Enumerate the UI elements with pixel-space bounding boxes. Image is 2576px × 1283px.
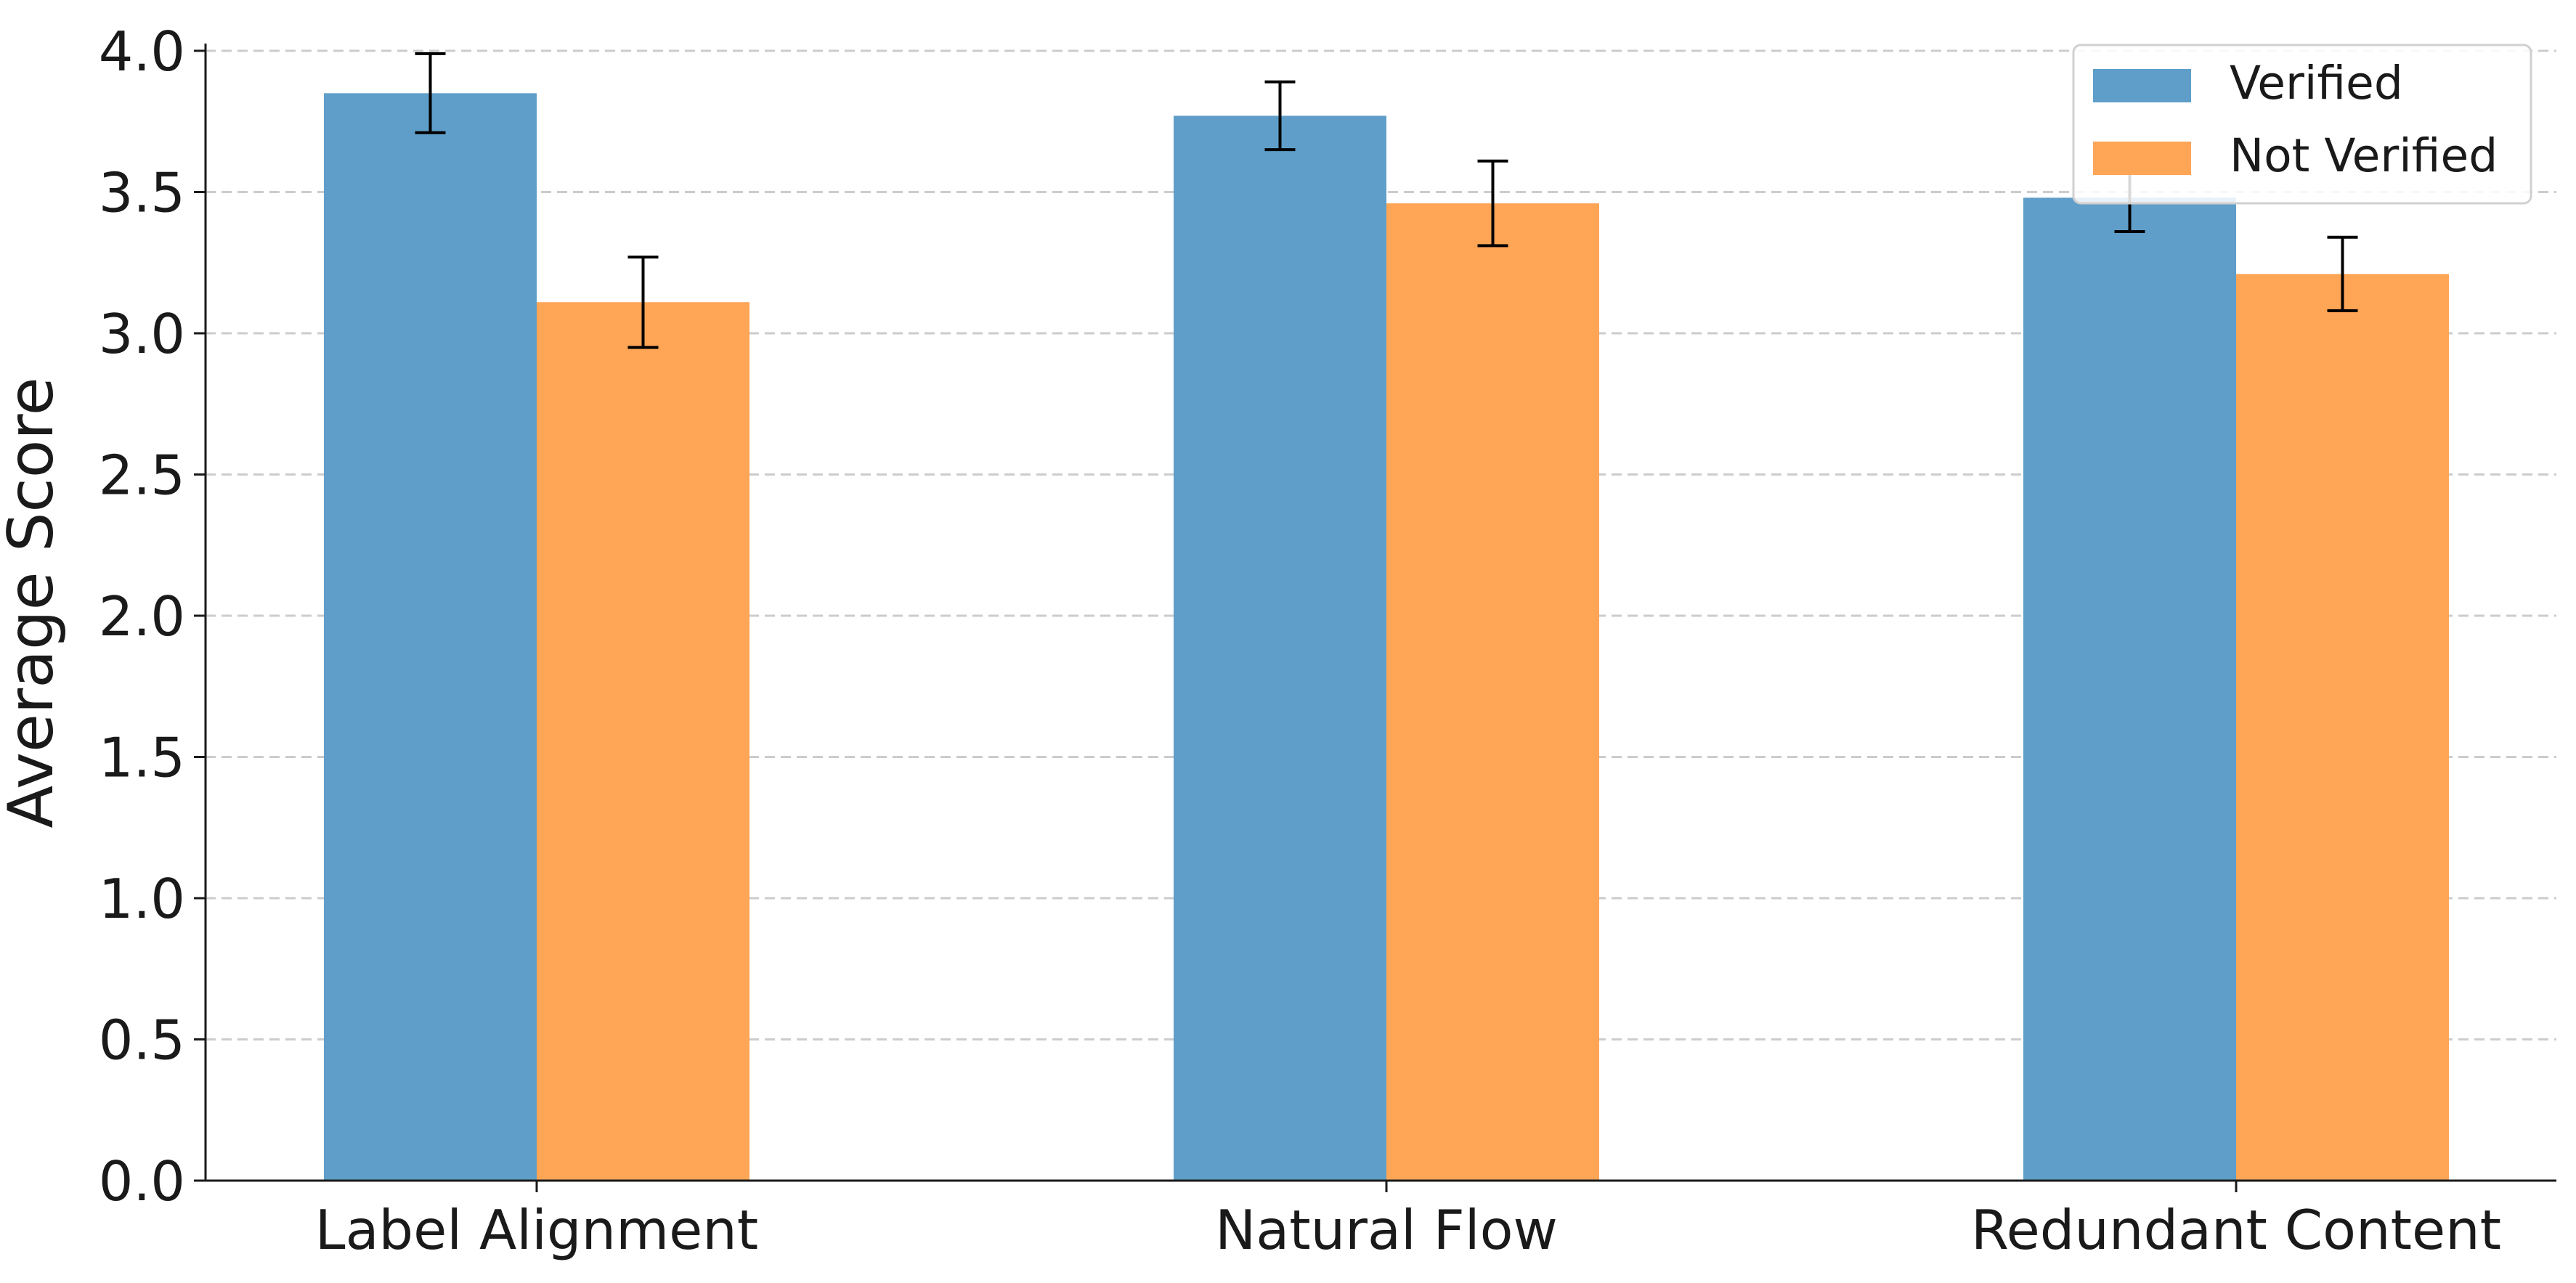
error-bars [415, 52, 2358, 349]
y-tick-label: 3.5 [99, 161, 185, 225]
axes: 0.0 0.5 1.0 1.5 2.0 2.5 3.0 3.5 4.0 Label Alignme… [99, 20, 2556, 1262]
y-tick-label: 1.5 [99, 726, 185, 790]
legend-label: Verified [2230, 57, 2403, 110]
y-tick-label: 2.5 [99, 444, 185, 508]
y-tick-label: 2.0 [99, 585, 185, 648]
y-tick-label: 1.0 [99, 867, 185, 931]
y-axis-label: Average Score [0, 377, 68, 828]
bar-not-verified [537, 302, 749, 1181]
x-tick-label: Redundant Content [1971, 1198, 2501, 1262]
y-tick-label: 4.0 [99, 20, 185, 84]
bar-not-verified [1386, 203, 1599, 1181]
bar-verified [2023, 197, 2236, 1181]
bar-not-verified [2236, 274, 2449, 1181]
legend-label: Not Verified [2230, 129, 2498, 182]
bar-verified [324, 93, 537, 1181]
y-tick-label: 0.5 [99, 1009, 185, 1072]
legend-swatch [2093, 142, 2191, 175]
y-tick-label: 3.0 [99, 302, 185, 366]
y-tick-label: 0.0 [99, 1149, 185, 1213]
legend: Verified Not Verified [2072, 44, 2532, 205]
x-tick-label: Natural Flow [1215, 1198, 1558, 1262]
bar-verified [1174, 115, 1386, 1181]
bars [324, 93, 2449, 1181]
legend-swatch [2093, 69, 2191, 102]
x-tick-label: Label Alignment [315, 1198, 758, 1262]
